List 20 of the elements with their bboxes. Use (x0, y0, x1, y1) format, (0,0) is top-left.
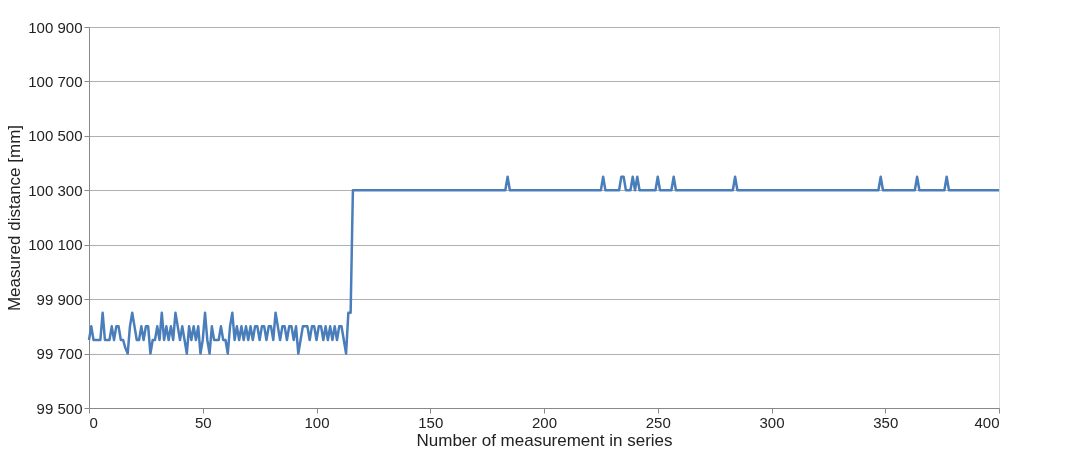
x-tick-label: 0 (89, 413, 98, 431)
x-tick-label: 150 (418, 413, 444, 431)
x-tick-label: 400 (974, 413, 1000, 431)
y-tick-label: 100 100 (28, 236, 83, 254)
x-tick-label: 300 (759, 413, 785, 431)
x-axis-title: Number of measurement in series (416, 430, 673, 450)
y-tick-label: 100 700 (28, 72, 83, 90)
x-tick-label: 100 (304, 413, 330, 431)
y-tick-label: 99 700 (36, 345, 83, 363)
y-tick-label: 100 300 (28, 181, 83, 199)
y-tick-label: 99 500 (36, 399, 83, 417)
y-axis-title: Measured distance [mm] (5, 124, 25, 312)
x-tick-label: 250 (645, 413, 671, 431)
x-tick-label: 50 (194, 413, 212, 431)
x-tick-label: 200 (531, 413, 558, 431)
y-tick-label: 99 900 (36, 290, 83, 308)
y-tick-label: 100 900 (28, 18, 83, 36)
x-tick-label: 350 (873, 413, 899, 431)
line-series (87, 175, 1001, 355)
y-tick-label: 100 500 (28, 127, 83, 145)
